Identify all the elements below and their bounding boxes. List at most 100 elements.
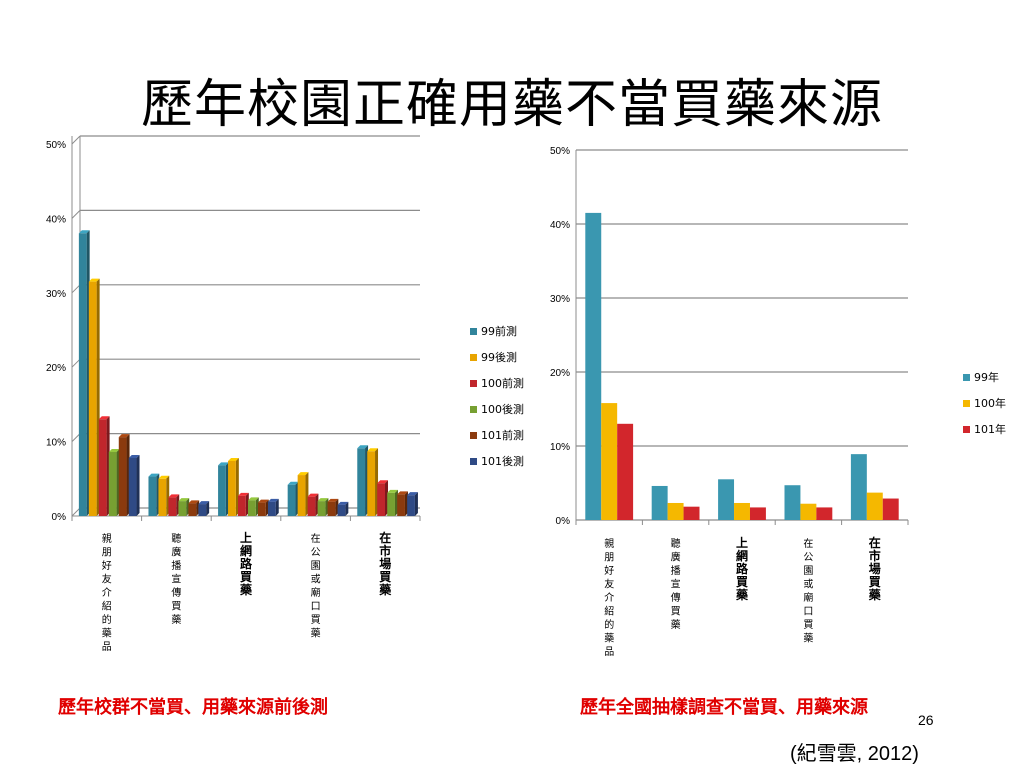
bar [178,501,187,516]
gridline-depth [71,210,81,219]
bar [734,502,750,520]
bar-top [98,416,110,420]
right-chart-caption: 歷年全國抽樣調查不當買、用藥來源 [580,697,868,718]
bar-top [317,498,329,502]
bar [651,485,668,520]
bar-top [78,230,90,234]
legend-label: 101年 [974,422,1006,436]
right-chart-svg: 0% 10% 20% 30% 40% 50% 親朋好友介紹的藥品 聽廣播宣傳買藥 上網路買藥 在公… [550,146,1006,658]
bar-top [188,500,200,504]
legend-swatch [963,374,970,381]
x-category-label: 上網路買藥 [239,530,253,597]
bar-top [287,481,299,485]
y-tick-label: 30% [46,289,66,300]
bar [168,497,177,516]
bar [188,503,197,516]
bar [882,498,899,520]
legend-label: 101後測 [481,454,524,468]
bar [387,492,395,516]
bar [866,492,883,520]
legend: 99年 100年 101年 [963,370,1006,436]
bar-top [248,497,259,501]
bar [337,504,346,516]
bar [667,502,684,520]
legend-label: 99前測 [481,324,517,338]
y-tick-label: 10% [46,438,66,449]
bar [307,496,316,516]
x-category-label: 在市場買藥 [378,530,392,597]
bar [158,478,167,516]
left-chart-svg: 0% 10% 20% 30% 40% 50% 親朋好友介紹的藥品 聽廣播宣傳買藥 上網路買藥 在公… [46,135,524,653]
y-tick-label: 0% [52,512,67,523]
bar-side [206,501,210,516]
bar-side [275,498,279,516]
bar-top [108,449,120,453]
bar-top [267,498,279,502]
bar [228,460,236,516]
legend-swatch [470,458,477,465]
bar [367,451,376,516]
bar [218,465,226,516]
bar-top [367,448,379,452]
bar [800,503,817,520]
bar [585,212,602,520]
bar-top [238,492,249,496]
bar [98,419,107,516]
legend-swatch [470,380,477,387]
legend-label: 99後測 [481,350,517,364]
legend-label: 99年 [974,370,999,384]
legend-label: 100前測 [481,376,524,390]
bar [617,423,634,520]
bar [850,454,867,520]
citation: (紀雪雲, 2012) [790,743,919,765]
legend: 99前測 99後測 100前測 100後測 101前測 101後測 [470,324,524,468]
bar [257,502,266,516]
legend-swatch [470,432,477,439]
gridline-depth [71,358,81,368]
x-category-label: 在公園或廟口買藥 [803,538,813,645]
legend-label: 101前測 [481,428,524,442]
y-tick-label: 10% [550,442,570,453]
bar [357,448,366,516]
right-bar-chart: 0% 10% 20% 30% 40% 50% 親朋好友介紹的藥品 聽廣播宣傳買藥 上網路買藥 在公… [520,130,1024,675]
bar-top [218,462,229,466]
bar [784,485,801,520]
bar-side [345,501,349,516]
legend-swatch [963,426,970,433]
legend-label: 100年 [974,396,1006,410]
bar-top [148,473,160,477]
bar-top [158,475,170,479]
bar [683,506,700,520]
bar [248,500,256,516]
x-category-label: 上網路買藥 [735,535,749,602]
bar [377,483,386,516]
y-tick-label: 20% [550,368,570,379]
bar-top [118,434,130,438]
bar-top [168,494,180,498]
x-category-label: 在市場買藥 [868,535,882,602]
bar [816,507,833,520]
bar [407,495,415,516]
bar [88,281,97,516]
bar [749,507,766,520]
gridline-depth [71,433,81,442]
bar-top [357,445,369,449]
legend-label: 100後測 [481,402,524,416]
bar [267,501,276,516]
bar-top [397,491,408,495]
bar [198,504,207,516]
page-number: 26 [918,712,934,728]
bar-top [337,501,349,505]
x-category-label: 聽廣播宣傳買藥 [671,538,681,631]
bar-top [407,492,418,496]
bar [78,233,87,516]
gridline-depth [71,135,81,145]
y-tick-label: 50% [46,140,66,151]
legend-swatch [470,406,477,413]
bar [148,476,157,516]
bar [108,452,117,516]
bar-top [88,278,100,282]
bar [118,437,127,516]
bar [297,475,306,516]
left-bar-chart: 0% 10% 20% 30% 40% 50% 親朋好友介紹的藥品 聽廣播宣傳買藥 上網路買藥 在公… [0,130,540,675]
